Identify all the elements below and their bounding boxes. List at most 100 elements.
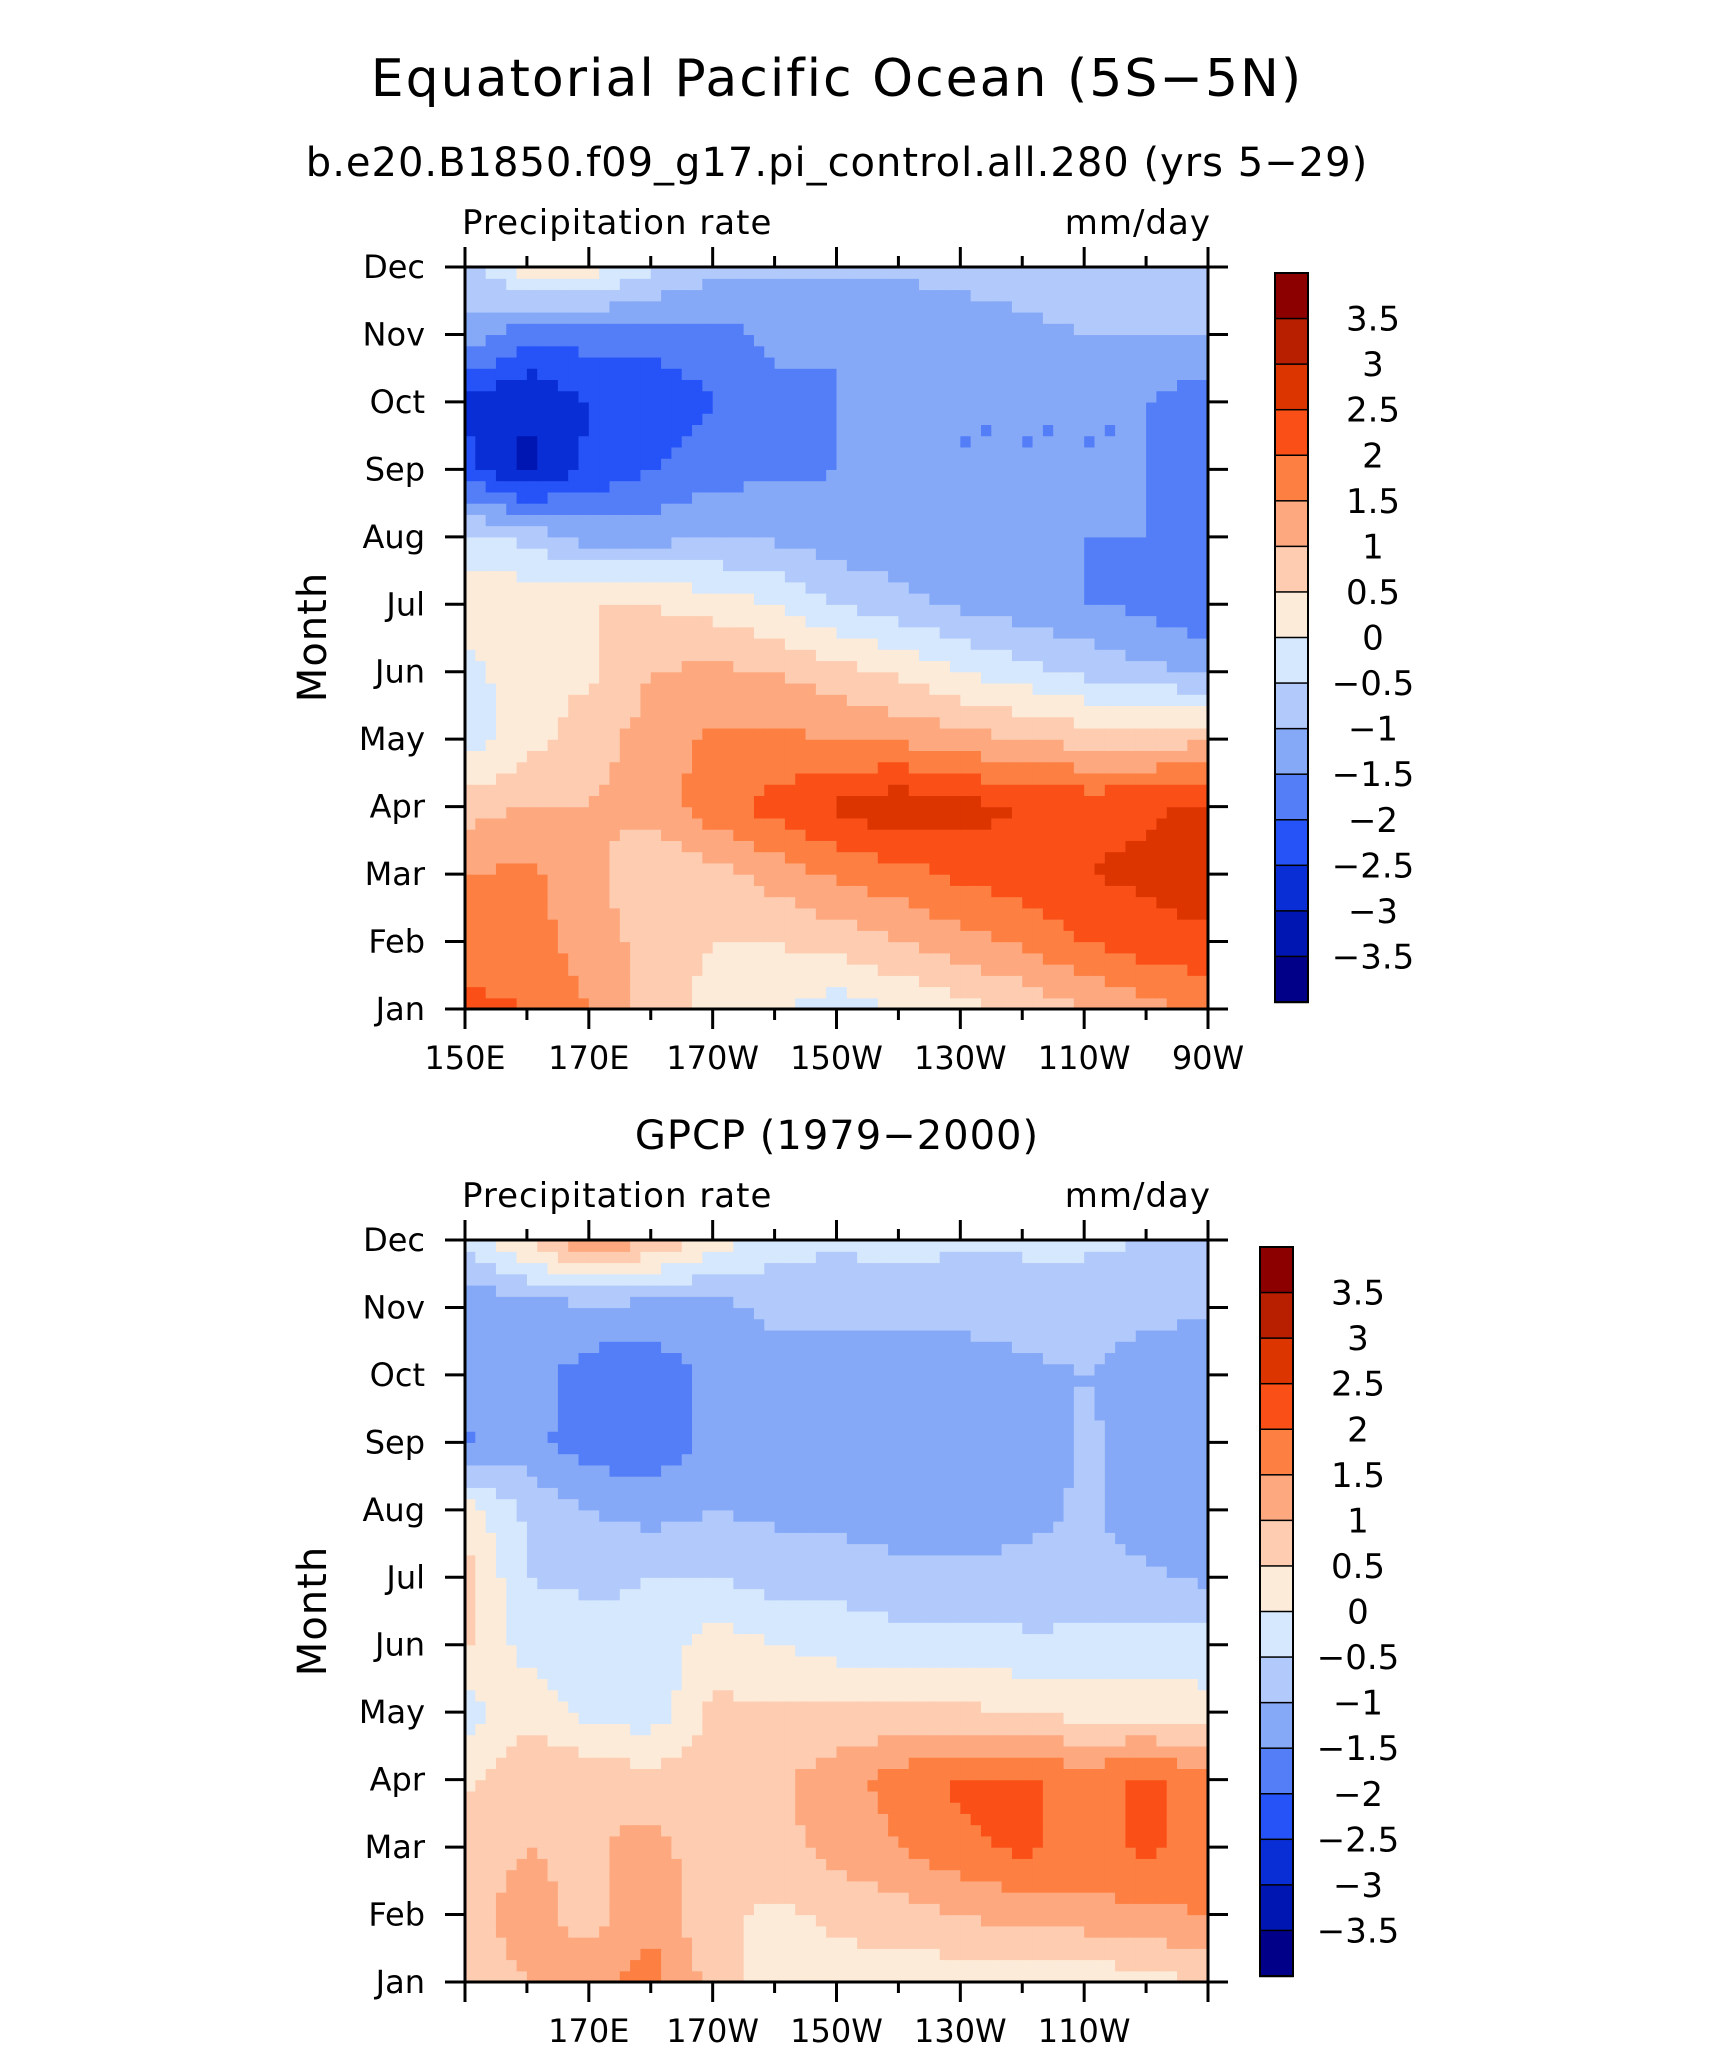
x-tick-label: 90W [1172,1039,1244,1077]
heatmap-cell [816,368,827,380]
heatmap-cell [981,357,992,369]
heatmap-cell [806,368,817,380]
heatmap-cell [640,312,651,324]
heatmap-cell [1002,503,1013,515]
heatmap-cell [785,908,796,920]
heatmap-cell [960,458,971,470]
heatmap-cell [671,559,682,571]
heatmap-cell [857,537,868,549]
heatmap-cell [878,323,889,335]
heatmap-cell [847,593,858,605]
heatmap-cell [837,885,848,897]
heatmap-cell [1043,919,1054,931]
heatmap-cell [1074,694,1085,706]
heatmap-cell [816,762,827,774]
heatmap-cell [1022,368,1033,380]
heatmap-cell [568,616,579,628]
heatmap-cell [527,346,538,358]
heatmap-cell [537,604,548,616]
heatmap-cell [940,323,951,335]
heatmap-cell [1084,840,1095,852]
heatmap-cell [723,413,734,425]
heatmap-cell [713,278,724,290]
heatmap-cell [744,604,755,616]
heatmap-cell [1043,874,1054,886]
heatmap-cell [981,852,992,864]
heatmap-cell [609,368,620,380]
heatmap-cell [1053,987,1064,999]
heatmap-cell [506,289,517,301]
heatmap-cell [506,717,517,729]
heatmap-cell [940,739,951,751]
heatmap-cell [465,908,476,920]
heatmap-cell [1022,750,1033,762]
heatmap-cell [548,874,559,886]
heatmap-cell [744,627,755,639]
heatmap-cell [971,852,982,864]
heatmap-cell [1084,379,1095,391]
heatmap-cell [960,975,971,987]
heatmap-cell [661,267,672,279]
heatmap-cell [1136,278,1147,290]
heatmap-cell [548,323,559,335]
heatmap-cell [1002,571,1013,583]
heatmap-cell [775,627,786,639]
heatmap-cell [950,582,961,594]
heatmap-cell [847,458,858,470]
heatmap-cell [558,874,569,886]
heatmap-cell [806,728,817,740]
heatmap-cell [847,391,858,403]
heatmap-cell [940,897,951,909]
heatmap-cell [1022,458,1033,470]
heatmap-cell [475,638,486,650]
heatmap-cell [671,582,682,594]
heatmap-cell [764,593,775,605]
heatmap-cell [888,795,899,807]
heatmap-cell [816,424,827,436]
heatmap-cell [640,436,651,448]
heatmap-cell [764,942,775,954]
heatmap-cell [971,885,982,897]
heatmap-cell [1002,987,1013,999]
heatmap-cell [795,908,806,920]
heatmap-cell [1002,582,1013,594]
heatmap-cell [475,334,486,346]
heatmap-cell [1053,514,1064,526]
heatmap-cell [692,469,703,481]
heatmap-cell [1033,278,1044,290]
heatmap-cell [506,874,517,886]
heatmap-cell [764,975,775,987]
heatmap-cell [733,514,744,526]
heatmap-cell [785,334,796,346]
heatmap-cell [981,683,992,695]
heatmap-cell [940,334,951,346]
heatmap-cell [919,705,930,717]
heatmap-cell [878,334,889,346]
heatmap-cell [527,739,538,751]
heatmap-cell [878,750,889,762]
heatmap-cell [847,649,858,661]
heatmap-cell [775,582,786,594]
heatmap-cell [775,278,786,290]
heatmap-cell [785,638,796,650]
heatmap-cell [826,334,837,346]
heatmap-cell [847,447,858,459]
heatmap-cell [609,863,620,875]
heatmap-cell [867,953,878,965]
heatmap-cell [1033,762,1044,774]
heatmap-cell [1146,728,1157,740]
heatmap-cell [775,492,786,504]
heatmap-cell [496,717,507,729]
heatmap-cell [754,784,765,796]
heatmap-cell [1094,717,1105,729]
heatmap-cell [630,953,641,965]
heatmap-cell [506,795,517,807]
heatmap-cell [548,852,559,864]
y-tick-label: Feb [368,923,425,961]
heatmap-cell [1167,289,1178,301]
heatmap-cell [537,357,548,369]
heatmap-cell [548,514,559,526]
heatmap-cell [847,503,858,515]
heatmap-cell [1105,694,1116,706]
heatmap-cell [1146,739,1157,751]
